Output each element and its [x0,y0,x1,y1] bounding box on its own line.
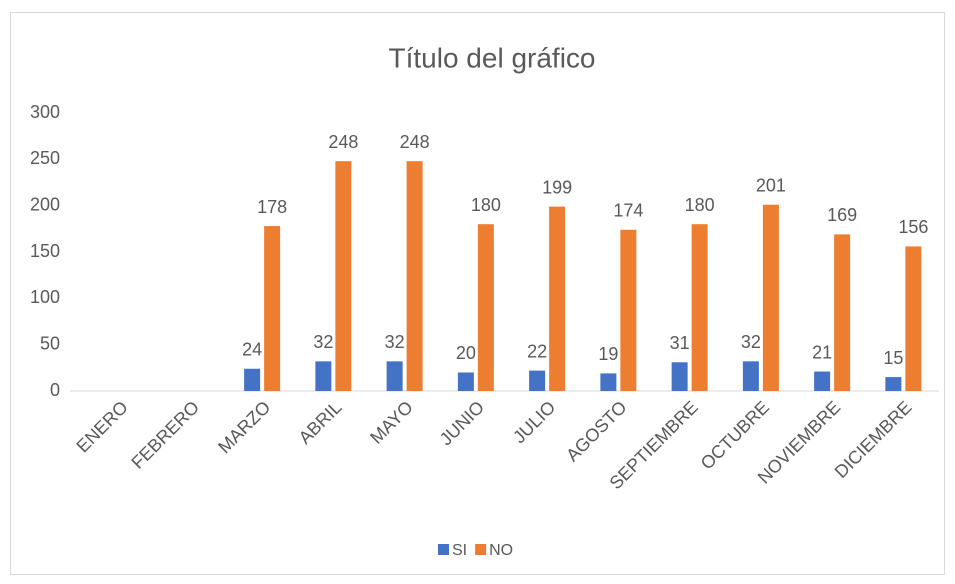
bar [885,377,902,391]
bar [671,362,688,391]
y-tick-label: 300 [30,102,60,122]
y-tick-label: 100 [30,287,60,307]
data-label: 19 [598,344,618,364]
y-tick-label: 200 [30,194,60,214]
y-tick-label: 150 [30,241,60,261]
data-label: 174 [613,201,643,221]
legend-label: NO [489,542,513,559]
data-label: 180 [685,195,715,215]
data-label: 178 [257,197,287,217]
bar [600,373,617,391]
data-label: 248 [328,132,358,152]
data-label: 31 [670,333,690,353]
data-label: 32 [313,332,333,352]
y-tick-label: 50 [40,333,60,353]
data-label: 20 [456,343,476,363]
bar [905,246,922,391]
bar [264,226,281,391]
y-tick-label: 0 [50,380,60,400]
data-label: 169 [827,205,857,225]
data-label: 201 [756,175,786,195]
data-label: 248 [400,132,430,152]
bar [335,161,352,391]
bar [244,368,261,391]
bar [315,361,332,391]
chart-title: Título del gráfico [389,42,596,73]
bar [762,204,779,391]
legend-swatch [475,544,487,555]
bar [620,229,637,391]
data-label: 24 [242,340,262,360]
data-label: 32 [385,332,405,352]
data-label: 199 [542,177,572,197]
bar [742,361,759,391]
data-label: 15 [883,348,903,368]
bar [834,234,851,391]
y-tick-label: 250 [30,148,60,168]
bar [814,371,831,391]
legend-swatch [438,544,449,555]
legend-label: SI [452,542,467,559]
bar [457,372,474,391]
bar [386,361,403,391]
data-label: 156 [898,217,928,237]
data-label: 180 [471,195,501,215]
bar [691,224,708,391]
data-label: 22 [527,341,547,361]
bar [549,206,566,391]
data-label: 32 [741,332,761,352]
bar [406,161,423,391]
data-label: 21 [812,342,832,362]
bar [477,224,494,391]
chart-border [10,12,945,575]
bar [529,370,546,391]
